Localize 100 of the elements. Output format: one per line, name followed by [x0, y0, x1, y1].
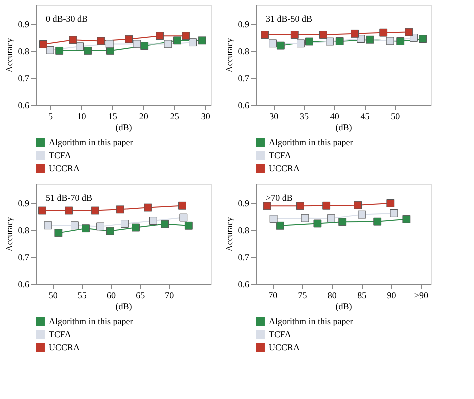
x-tick-label: 50 [391, 112, 401, 122]
point [189, 38, 197, 47]
x-tick-label: 55 [78, 290, 88, 300]
text: 51 dB-70 dB [46, 193, 93, 203]
legend-label: UCCRA [269, 164, 301, 174]
point [120, 220, 129, 228]
point [91, 206, 100, 215]
legend-label: Algorithm in this paper [49, 316, 134, 326]
point [198, 36, 206, 45]
point [56, 46, 64, 55]
point [97, 37, 106, 46]
y-tick-label: 0.6 [238, 280, 250, 290]
x-tick-label: 25 [170, 112, 180, 122]
point [374, 218, 382, 226]
y-tick-label: 0.8 [238, 225, 250, 236]
y-tick-label: 0.8 [238, 46, 250, 56]
point [276, 222, 284, 230]
x-tick-label: 65 [136, 290, 146, 300]
point [96, 222, 104, 231]
y-tick-label: 0.6 [18, 100, 30, 110]
point [156, 32, 164, 40]
point [270, 215, 278, 224]
x-tick-label: 15 [108, 112, 118, 122]
y-tick-label: 0.6 [238, 100, 250, 110]
x-tick-label: 5 [48, 112, 54, 122]
x-tick-label: 75 [298, 290, 308, 300]
legend-label: TCFA [49, 330, 72, 340]
y-tick-label: 0.9 [238, 19, 250, 30]
point [301, 214, 310, 222]
x-axis-title: (dB) [336, 302, 352, 312]
y-axis-title: Accuracy [4, 38, 14, 73]
point [319, 31, 328, 39]
legend-label: TCFA [269, 330, 292, 340]
point [354, 201, 362, 210]
x-tick-label: 70 [165, 290, 175, 300]
legend-label: Algorithm in this paper [269, 138, 354, 148]
point [276, 42, 285, 50]
point [65, 206, 74, 215]
y-tick-label: 0.9 [238, 198, 250, 208]
point [326, 38, 334, 46]
point [69, 36, 78, 44]
y-tick-label: 0.9 [18, 198, 30, 208]
point [261, 31, 270, 39]
x-axis-title: (dB) [116, 302, 132, 312]
legend-label: UCCRA [49, 164, 81, 174]
point [419, 35, 428, 44]
x-tick-label: 30 [270, 112, 280, 122]
point [84, 46, 92, 55]
point [358, 210, 366, 219]
point [116, 206, 124, 214]
x-tick-label: 40 [330, 112, 340, 122]
point [380, 28, 388, 37]
point [269, 40, 277, 48]
point [184, 222, 193, 230]
point [140, 42, 149, 50]
point [336, 38, 344, 46]
point [402, 215, 411, 224]
point [366, 36, 374, 44]
point [70, 222, 79, 230]
y-tick-label: 0.7 [18, 252, 30, 262]
point [106, 227, 114, 236]
point [38, 206, 46, 215]
point [322, 202, 331, 210]
point [106, 46, 114, 55]
point [290, 31, 299, 39]
point [396, 38, 405, 46]
point [39, 40, 48, 48]
y-tick-label: 0.6 [18, 280, 30, 290]
point [263, 202, 272, 210]
point [106, 40, 114, 48]
point [44, 222, 52, 230]
point [386, 37, 394, 46]
point [164, 40, 172, 48]
x-tick-label: 20 [139, 112, 149, 122]
point [351, 30, 360, 38]
text: 31 dB-50 dB [266, 14, 313, 24]
y-axis-title: Accuracy [224, 38, 234, 73]
x-tick-label: 45 [360, 112, 370, 122]
y-tick-label: 0.7 [238, 73, 250, 84]
x-axis-title: (dB) [336, 122, 352, 132]
y-tick-label: 0.8 [18, 225, 30, 236]
point [405, 28, 414, 36]
x-tick-label: 50 [48, 290, 58, 300]
y-tick-label: 0.7 [18, 73, 30, 84]
point [178, 202, 186, 210]
legend-label: UCCRA [49, 342, 81, 352]
point [296, 202, 304, 210]
text: 0 dB-30 dB [46, 14, 88, 24]
point [76, 42, 84, 51]
text: >70 dB [266, 193, 293, 203]
point [161, 220, 170, 228]
point [46, 46, 54, 54]
point [297, 40, 305, 48]
y-tick-label: 0.9 [18, 19, 30, 30]
x-tick-label: 70 [268, 290, 278, 300]
x-tick-label: 90 [387, 290, 397, 300]
point [82, 224, 90, 233]
point [174, 36, 182, 45]
x-tick-label: 60 [107, 290, 116, 300]
x-tick-label: 80 [328, 290, 338, 300]
